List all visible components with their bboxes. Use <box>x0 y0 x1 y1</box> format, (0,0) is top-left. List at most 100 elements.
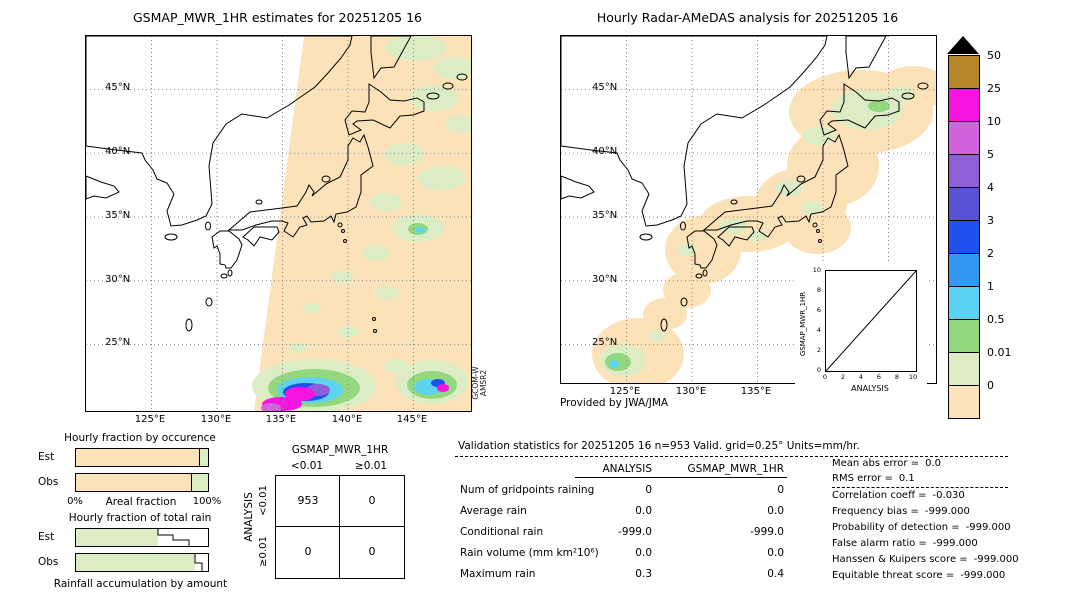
validation-row-label: Rain volume (mm km²10⁶) <box>460 547 599 559</box>
legend-tick-label: 0.5 <box>987 313 1005 326</box>
left-lon-140: 140°E <box>331 414 363 425</box>
inset-xtick: 2 <box>840 373 846 381</box>
inset-ytick: 4 <box>816 326 821 334</box>
validation-col2-header: GSMAP_MWR_1HR <box>687 463 784 475</box>
validation-title: Validation statistics for 20251205 16 n=… <box>458 440 860 452</box>
stat-row: Mean abs error = 0.0 <box>832 458 941 469</box>
right-lat-40: 40°N <box>592 146 618 157</box>
stat-label: Correlation coeff = <box>832 490 927 501</box>
occurrence-obs-bar <box>75 473 209 492</box>
left-lat-35: 35°N <box>105 210 131 221</box>
validation-row-analysis: -999.0 <box>618 526 652 538</box>
stat-label: Mean abs error = <box>832 458 920 469</box>
stat-row: RMS error = 0.1 <box>832 473 915 484</box>
inset-xtick: 10 <box>908 373 918 381</box>
total-rain-chart-title: Hourly fraction of total rain <box>68 512 212 524</box>
validation-row-gsmap: 0 <box>777 484 784 496</box>
stat-value: -999.000 <box>960 570 1006 581</box>
total-obs-bar <box>75 553 209 572</box>
right-lon-135: 135°E <box>740 386 772 397</box>
colorbar-legend: 50 25 10 5 4 3 2 1 0.5 0.01 0 <box>948 49 1012 419</box>
stat-row: Frequency bias = -999.000 <box>832 506 970 517</box>
inset-xtick: 0 <box>822 373 828 381</box>
legend-cell: 5 <box>949 148 994 187</box>
contingency-row-header-1: <0.01 <box>258 485 269 516</box>
x-axis-max: 100% <box>192 496 222 507</box>
stat-label: Equitable threat score = <box>832 570 955 581</box>
watermark-line-2: AMSR2 <box>479 369 488 397</box>
legend-cell: 0 <box>949 379 994 418</box>
legend-tick-label: 0 <box>987 379 994 392</box>
stat-row: Probability of detection = -999.000 <box>832 522 1011 533</box>
stat-label: Hanssen & Kuipers score = <box>832 554 968 565</box>
legend-cell: 1 <box>949 280 994 319</box>
bar-segment <box>76 449 199 466</box>
amount-axis-label: Rainfall accumulation by amount <box>53 578 228 590</box>
right-lat-45: 45°N <box>592 82 618 93</box>
coastlines <box>561 36 929 332</box>
validation-col1-header: ANALYSIS <box>602 463 652 475</box>
occurrence-obs-label: Obs <box>38 476 59 488</box>
separator-dashed <box>455 456 1008 457</box>
rain-orchid <box>261 403 281 411</box>
total-est-bar <box>75 528 209 547</box>
left-lat-25: 25°N <box>105 337 131 348</box>
legend-cell: 3 <box>949 214 994 253</box>
legend-cell: 0.01 <box>949 346 1012 385</box>
left-lon-135: 135°E <box>265 414 297 425</box>
occurrence-chart-title: Hourly fraction by occurence <box>64 432 216 444</box>
left-lat-45: 45°N <box>105 82 131 93</box>
validation-row-analysis: 0.3 <box>635 568 652 580</box>
occurrence-est-bar <box>75 448 209 467</box>
right-map <box>560 35 937 384</box>
validation-row-label: Conditional rain <box>460 526 544 538</box>
stat-row: Correlation coeff = -0.030 <box>832 490 965 501</box>
legend-cell: 2 <box>949 247 994 286</box>
contingency-cell: 0 <box>304 545 312 558</box>
validation-row-gsmap: 0.0 <box>767 547 784 559</box>
inset-xtick: 8 <box>894 373 900 381</box>
legend-tick-label: 10 <box>987 115 1001 128</box>
stat-label: False alarm ratio = <box>832 538 927 549</box>
inset-ytick: 2 <box>816 346 821 354</box>
contingency-cell: 0 <box>368 545 376 558</box>
cumulative-step-line <box>194 554 203 571</box>
left-lat-40: 40°N <box>105 146 131 157</box>
total-obs-label: Obs <box>38 556 59 568</box>
stat-value: 0.0 <box>925 458 941 469</box>
inset-ytick: 10 <box>812 266 821 274</box>
bar-segment <box>76 474 191 491</box>
header-underline <box>575 477 787 478</box>
inset-xlabel: ANALYSIS <box>851 384 889 393</box>
inset-ytick: 6 <box>816 306 821 314</box>
validation-row-analysis: 0.0 <box>635 505 652 517</box>
bar-segment <box>76 529 158 546</box>
right-lon-130: 130°E <box>675 386 707 397</box>
validation-row-analysis: 0.0 <box>635 547 652 559</box>
legend-tick-label: 5 <box>987 148 994 161</box>
legend-cell: 50 <box>949 49 1001 88</box>
separator-dashed <box>832 487 1008 488</box>
validation-row-gsmap: 0.4 <box>767 568 784 580</box>
contingency-title: GSMAP_MWR_1HR <box>291 444 389 456</box>
validation-row-label: Average rain <box>460 505 527 517</box>
left-lon-125: 125°E <box>134 414 166 425</box>
validation-row-gsmap: -999.0 <box>750 526 784 538</box>
left-lat-30: 30°N <box>105 274 131 285</box>
legend-cell: 25 <box>949 82 1001 121</box>
contingency-col-header-2: ≥0.01 <box>354 460 388 472</box>
stat-label: Frequency bias = <box>832 506 919 517</box>
inset-ytick: 0 <box>816 366 821 374</box>
legend-tick-label: 25 <box>987 82 1001 95</box>
data-credit: Provided by JWA/JMA <box>560 397 669 409</box>
legend-cell: 4 <box>949 181 994 220</box>
legend-cell: 10 <box>949 115 1001 154</box>
diagonal-line <box>825 270 917 372</box>
legend-tick-label: 2 <box>987 247 994 260</box>
right-lat-30: 30°N <box>592 274 618 285</box>
inset-ytick: 8 <box>816 286 821 294</box>
scatter-inset: GSMAP_MWR_1HR 0 2 4 6 8 10 0 2 4 6 8 10 … <box>795 262 927 404</box>
contingency-cell: 0 <box>368 494 376 507</box>
left-map <box>85 35 472 412</box>
stat-value: -999.000 <box>973 554 1019 565</box>
